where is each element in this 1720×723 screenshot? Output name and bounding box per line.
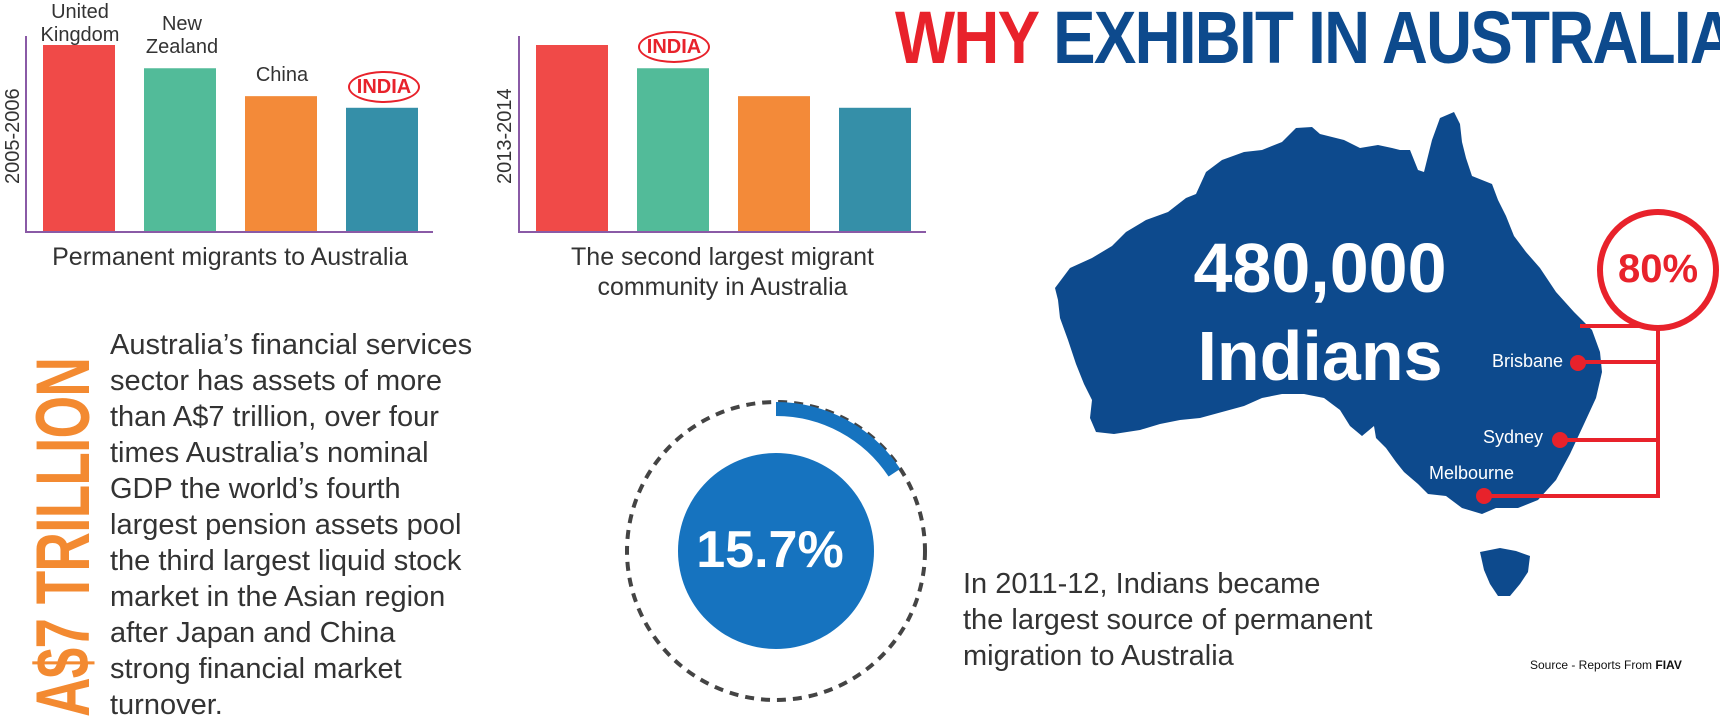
source-org: FIAV <box>1655 658 1682 672</box>
bar-label-nz-line1: New <box>161 13 202 35</box>
chart-2013-2014 <box>518 36 926 233</box>
page-title: WHY EXHIBIT IN AUSTRALIA ? <box>895 0 1720 78</box>
bar-label-uk-line2: Kingdom <box>40 24 120 46</box>
chart2-year-label: 2013-2014 <box>494 88 516 184</box>
city-sydney: Sydney <box>1483 427 1544 447</box>
trillion-heading: A$7 TRILLION <box>21 357 106 717</box>
brisbane-dot <box>1570 355 1586 371</box>
bar-label-india: INDIA <box>348 71 420 103</box>
donut-progress-arc <box>775 402 901 477</box>
paragraph-line: Australia’s financial services <box>110 329 473 361</box>
australia-map <box>1055 112 1719 596</box>
chart2-india-tag: INDIA <box>638 31 710 63</box>
paragraph-line: market in the Asian region <box>110 581 446 613</box>
chart-2005-2006 <box>25 36 433 233</box>
chart2-caption-line1: The second largest migrant <box>571 243 874 271</box>
source-note: Source - Reports From FIAV <box>1530 658 1682 672</box>
bar-chart1-0 <box>43 45 115 231</box>
bar-chart1-1 <box>144 68 216 231</box>
melbourne-dot <box>1476 488 1492 504</box>
sydney-dot <box>1552 432 1568 448</box>
percent-circle <box>1597 209 1719 331</box>
donut-chart <box>625 400 927 702</box>
bar-label-nz: New Zealand <box>130 13 234 59</box>
city-melbourne: Melbourne <box>1429 463 1515 483</box>
australia-mainland <box>1055 112 1602 514</box>
tasmania <box>1480 548 1530 596</box>
chart2-caption: The second largest migrant community in … <box>500 242 945 302</box>
migration-note-line: migration to Australia <box>963 640 1234 672</box>
bar-chart1-2 <box>245 96 317 232</box>
chart1-caption: Permanent migrants to Australia <box>52 243 408 271</box>
bar-label-china: China <box>255 64 309 86</box>
bar-chart2-0 <box>536 45 608 231</box>
indian-label: Indians <box>1197 317 1443 395</box>
chart1-year-label: 2005-2006 <box>2 88 24 184</box>
paragraph-line: than A$7 trillion, over four <box>110 401 439 433</box>
paragraph-line: turnover. <box>110 689 223 721</box>
paragraph-line: the third largest liquid stock <box>110 545 462 577</box>
paragraph-line: largest pension assets pool <box>110 509 462 541</box>
migration-note: In 2011-12, Indians became the largest s… <box>963 566 1483 674</box>
source-prefix: Source - Reports From <box>1530 658 1656 672</box>
paragraph-line: sector has assets of more <box>110 365 443 397</box>
paragraph-line: after Japan and China <box>110 617 396 649</box>
donut-value: 15.7% <box>696 521 844 579</box>
bar-chart2-3 <box>839 107 911 231</box>
bar-label-uk-line1: United <box>51 1 109 23</box>
bar-chart2-1 <box>637 68 709 231</box>
title-rest: EXHIBIT IN AUSTRALIA ? <box>1053 0 1720 79</box>
paragraph-line: times Australia’s nominal <box>110 437 429 469</box>
bar-label-uk: United Kingdom <box>28 1 132 47</box>
donut-center <box>678 453 874 649</box>
chart2-caption-line2: community in Australia <box>597 273 848 301</box>
bar-chart1-3 <box>346 107 418 231</box>
bar-chart2-2 <box>738 96 810 232</box>
title-why: WHY <box>895 0 1039 79</box>
paragraph-line: GDP the world’s fourth <box>110 473 401 505</box>
donut-ring <box>625 400 927 702</box>
bar-label-nz-line2: Zealand <box>145 36 219 58</box>
migration-note-line: In 2011-12, Indians became <box>963 568 1321 600</box>
paragraph-line: strong financial market <box>110 653 402 685</box>
melbourne-line <box>1484 326 1660 498</box>
migration-note-line: the largest source of permanent <box>963 604 1373 636</box>
city-brisbane: Brisbane <box>1492 351 1564 371</box>
city-connectors <box>1484 324 1660 498</box>
percent-value: 80% <box>1617 247 1699 291</box>
financial-paragraph: Australia’s financial services sector ha… <box>110 327 530 723</box>
indian-count: 480,000 <box>1193 229 1447 307</box>
